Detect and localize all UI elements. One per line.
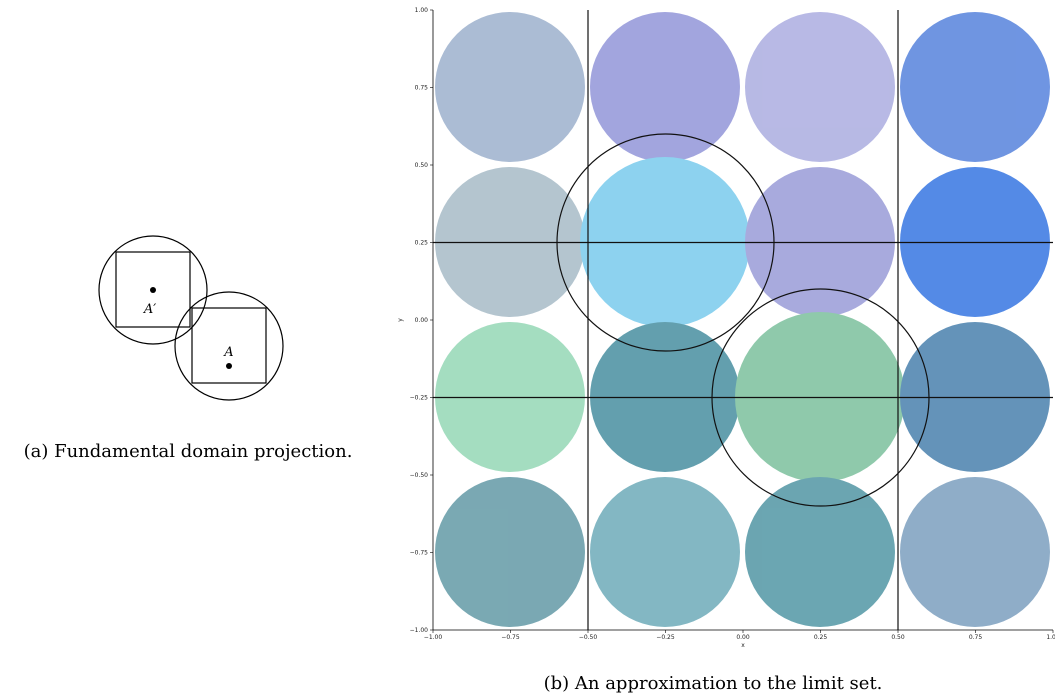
y-tick-label: −0.25: [410, 395, 429, 402]
label: A: [223, 345, 233, 360]
x-tick-label: 1.00: [1046, 634, 1055, 641]
x-tick-label: −0.25: [656, 634, 675, 641]
x-tick-label: 0.50: [891, 634, 905, 641]
figure: A′ A (a) Fundamental domain projection. …: [0, 0, 1055, 697]
point: [150, 287, 156, 293]
y-tick-label: −1.00: [410, 627, 429, 634]
x-tick-label: 0.75: [969, 634, 983, 641]
x-tick-label: −1.00: [424, 634, 443, 641]
x-axis-label: x: [741, 642, 745, 649]
x-tick-label: −0.50: [579, 634, 598, 641]
x-tick-label: 0.00: [736, 634, 750, 641]
y-tick-label: −0.75: [410, 550, 429, 557]
y-tick-label: 0.75: [415, 85, 429, 92]
y-axis-label: y: [397, 318, 404, 322]
domain-diagram: [99, 236, 283, 400]
caption: (a) Fundamental domain projection.: [24, 441, 353, 462]
y-tick-label: 0.00: [415, 317, 429, 324]
label: A′: [143, 302, 156, 317]
y-tick-label: −0.50: [410, 472, 429, 479]
y-tick-label: 0.25: [415, 240, 429, 247]
caption: (b) An approximation to the limit set.: [544, 673, 883, 694]
point: [226, 363, 232, 369]
y-tick-label: 0.50: [415, 162, 429, 169]
x-tick-label: −0.75: [501, 634, 520, 641]
x-tick-label: 0.25: [814, 634, 828, 641]
y-tick-label: 1.00: [415, 7, 429, 14]
